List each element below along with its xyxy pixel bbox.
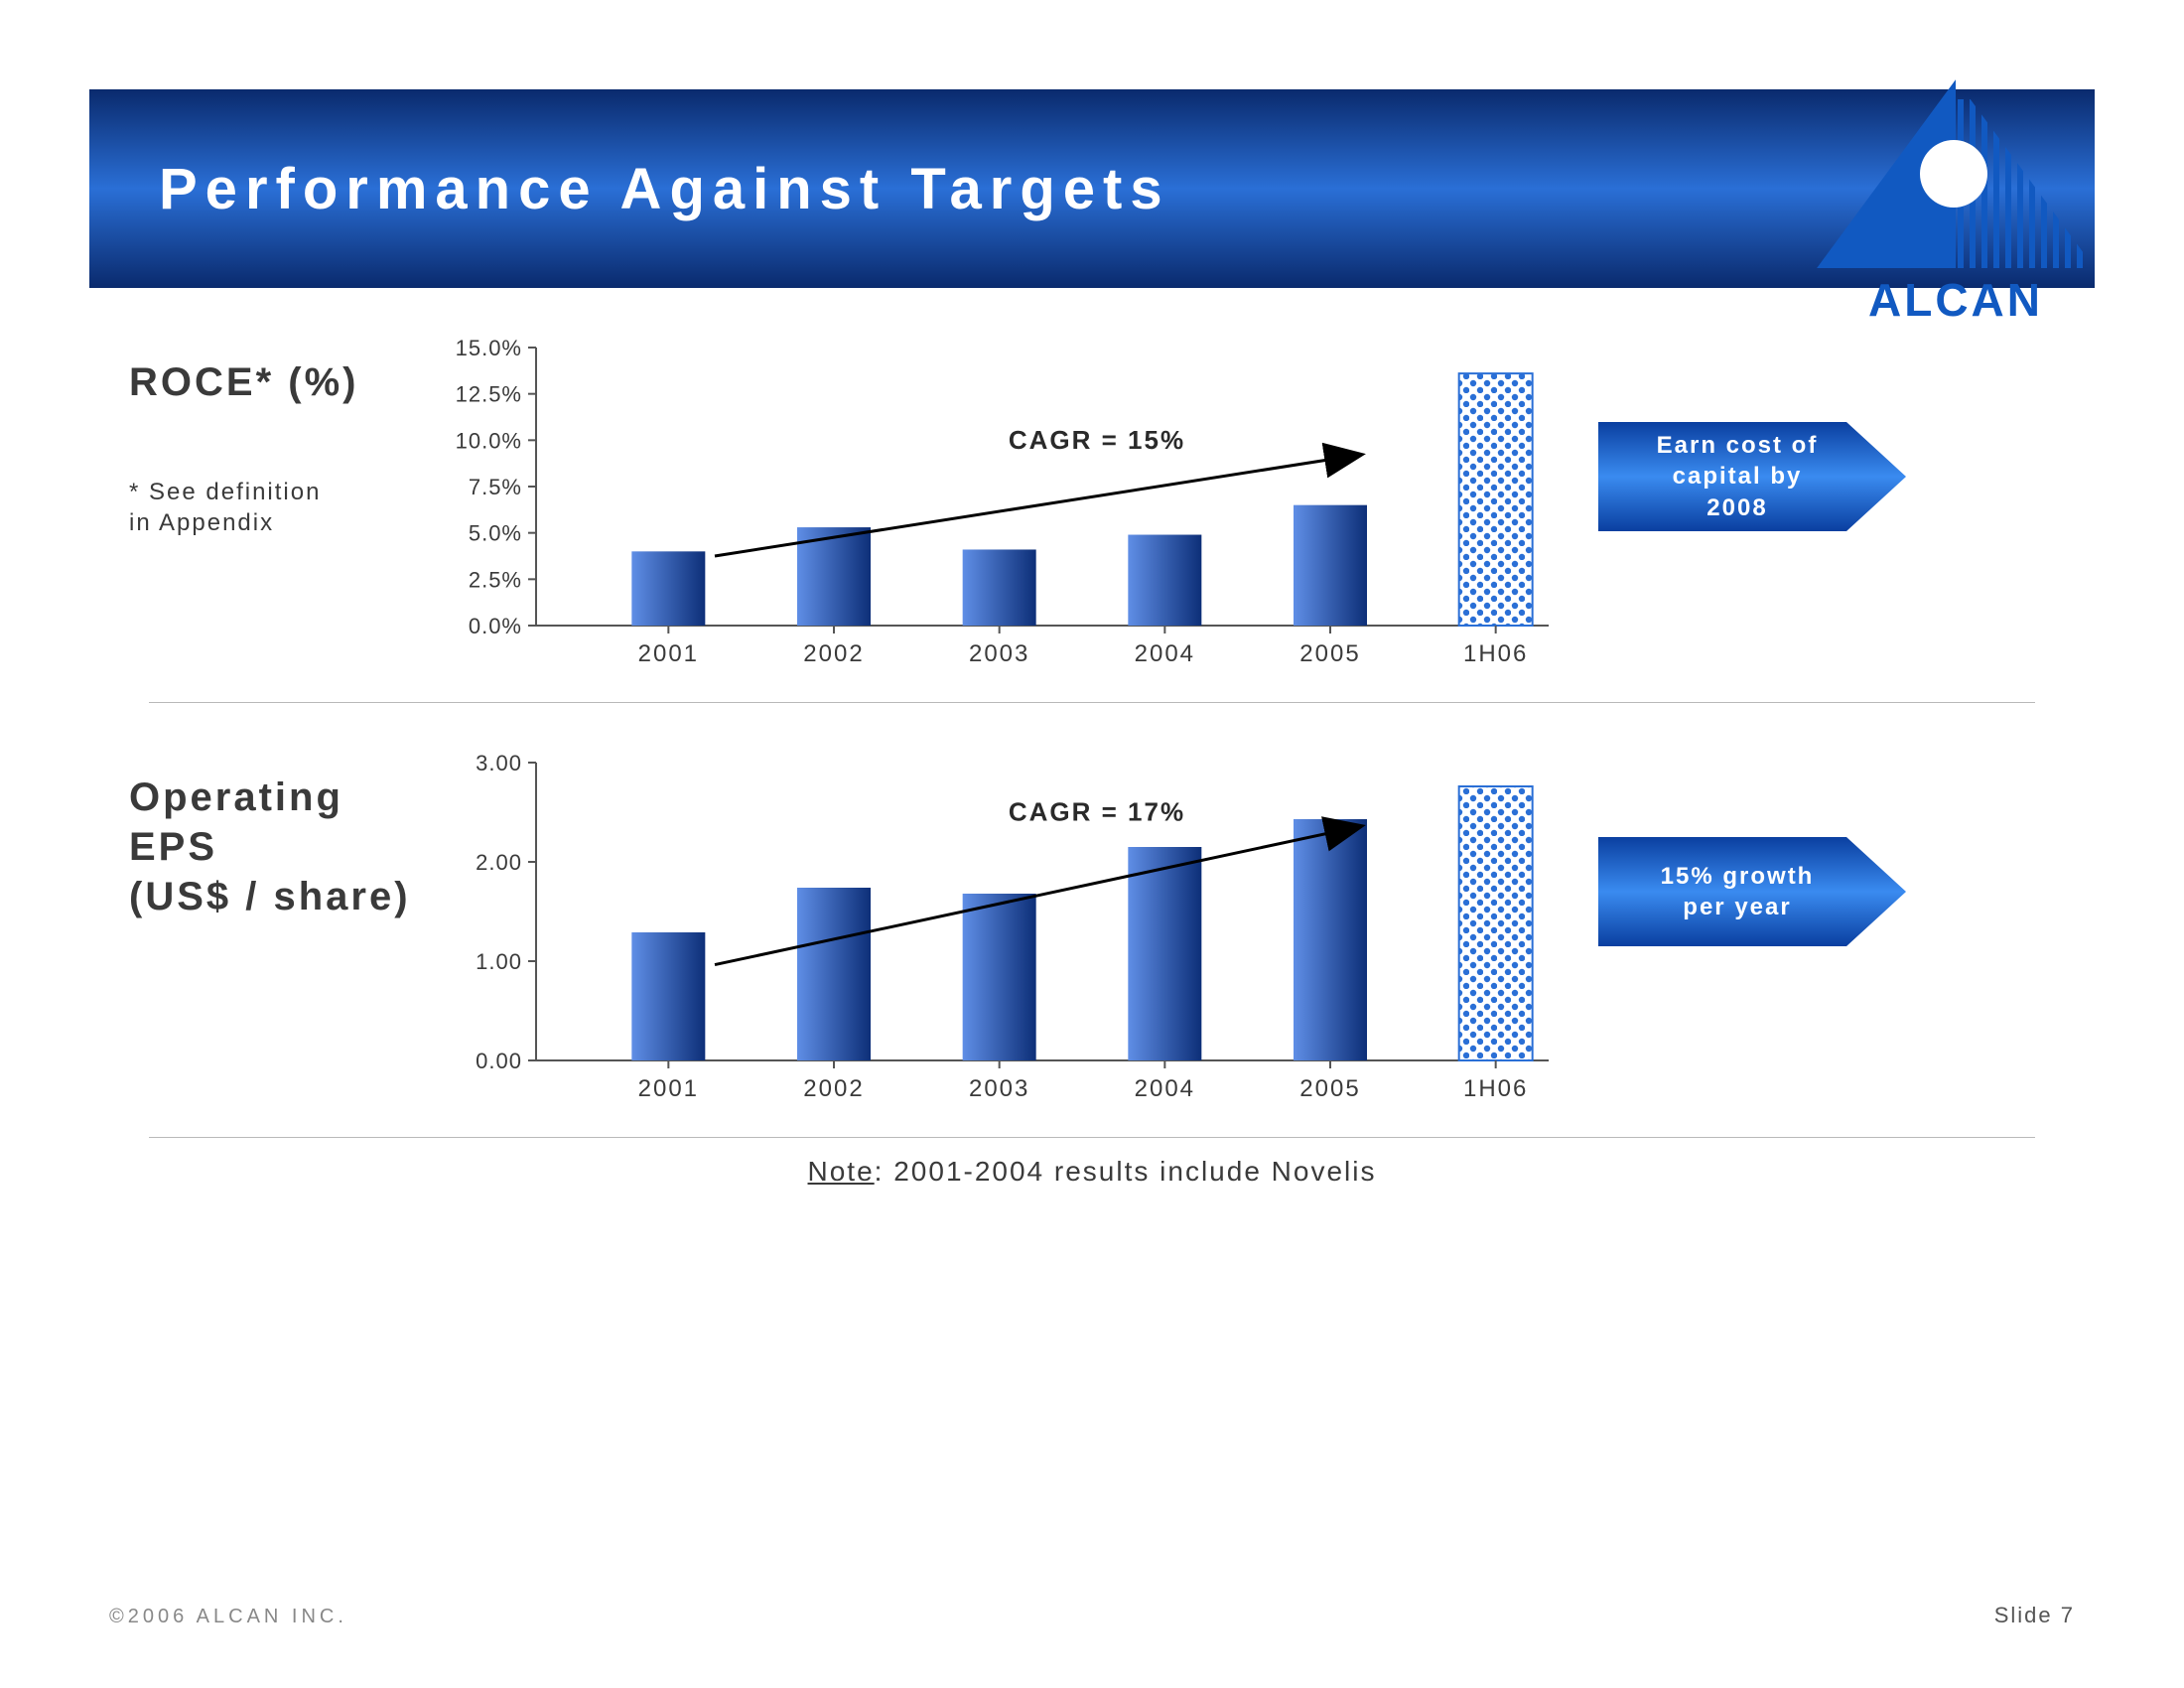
note-label: Note [808, 1156, 875, 1187]
footer-copyright: ©2006 ALCAN INC. [109, 1606, 347, 1628]
svg-text:7.5%: 7.5% [469, 475, 522, 499]
footer-slide-number: Slide 7 [1994, 1603, 2075, 1628]
roce-callout: Earn cost ofcapital by2008 [1598, 422, 1906, 531]
svg-text:15.0%: 15.0% [456, 338, 522, 360]
roce-row: ROCE* (%) * See definitionin Appendix 0.… [89, 338, 2095, 680]
divider [149, 702, 2035, 703]
svg-text:2005: 2005 [1299, 640, 1360, 667]
svg-text:2004: 2004 [1135, 1075, 1195, 1102]
eps-row: Operating EPS(US$ / share) 0.00 1.00 2.00 3… [89, 753, 2095, 1115]
roce-callout-text: Earn cost ofcapital by2008 [1647, 430, 1858, 523]
svg-text:CAGR = 15%: CAGR = 15% [1009, 425, 1185, 455]
roce-chart: 0.0% 2.5% 5.0% 7.5% 10.0% 12.5% 15.0% 2001 2002 2… [427, 338, 1559, 680]
svg-text:2004: 2004 [1135, 640, 1195, 667]
page-title: Performance Against Targets [159, 156, 1170, 222]
svg-text:2002: 2002 [803, 1075, 864, 1102]
eps-callout: 15% growthper year [1598, 837, 1906, 946]
svg-text:2001: 2001 [638, 640, 699, 667]
roce-title: ROCE* (%) [129, 357, 427, 407]
divider [149, 1137, 2035, 1138]
svg-text:2003: 2003 [969, 640, 1029, 667]
roce-label-block: ROCE* (%) * See definitionin Appendix [89, 338, 427, 538]
roce-footnote: * See definitionin Appendix [129, 477, 427, 538]
svg-text:1H06: 1H06 [1463, 1075, 1528, 1102]
svg-text:2001: 2001 [638, 1075, 699, 1102]
svg-text:2003: 2003 [969, 1075, 1029, 1102]
svg-text:1.00: 1.00 [476, 949, 522, 974]
eps-label-block: Operating EPS(US$ / share) [89, 753, 427, 921]
svg-text:1H06: 1H06 [1463, 640, 1528, 667]
svg-text:10.0%: 10.0% [456, 428, 522, 453]
svg-text:CAGR = 17%: CAGR = 17% [1009, 796, 1185, 826]
eps-title: Operating EPS(US$ / share) [129, 773, 427, 921]
title-banner: Performance Against Targets [89, 89, 2095, 288]
svg-text:2002: 2002 [803, 640, 864, 667]
brand-logo: ALCAN [1807, 79, 2105, 338]
eps-callout-text: 15% growthper year [1651, 861, 1854, 922]
svg-text:2.5%: 2.5% [469, 567, 522, 592]
svg-text:0.00: 0.00 [476, 1049, 522, 1073]
note-line: Note: 2001-2004 results include Novelis [89, 1156, 2095, 1188]
svg-text:2005: 2005 [1299, 1075, 1360, 1102]
svg-text:5.0%: 5.0% [469, 521, 522, 546]
svg-text:0.0%: 0.0% [469, 614, 522, 638]
svg-text:12.5%: 12.5% [456, 382, 522, 407]
svg-text:2.00: 2.00 [476, 850, 522, 875]
svg-text:ALCAN: ALCAN [1868, 274, 2043, 326]
note-text: : 2001-2004 results include Novelis [875, 1156, 1377, 1187]
svg-text:3.00: 3.00 [476, 753, 522, 775]
eps-chart: 0.00 1.00 2.00 3.00 2001 2002 2003 2004 2005 1H06… [427, 753, 1559, 1115]
